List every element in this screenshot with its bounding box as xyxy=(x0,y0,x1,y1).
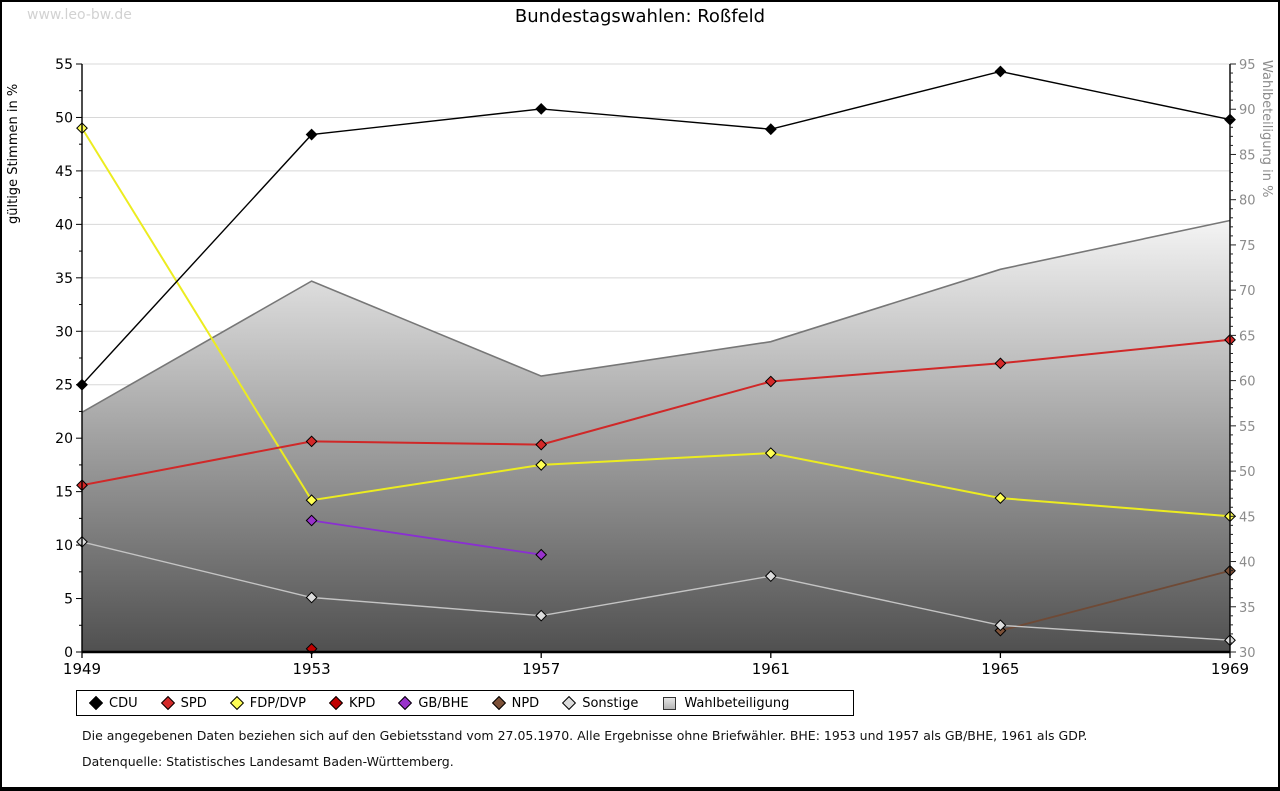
legend-diamond-icon xyxy=(160,695,175,711)
left-tick-label: 35 xyxy=(55,271,73,287)
right-tick-label: 60 xyxy=(1239,375,1256,390)
x-tick-label: 1969 xyxy=(1211,660,1249,678)
legend-item-sonstige: Sonstige xyxy=(562,695,639,711)
legend-diamond-icon xyxy=(328,695,344,711)
fdp-dvp-line xyxy=(81,127,1231,518)
legend-label: Wahlbeteiligung xyxy=(684,695,790,711)
sonstige-line xyxy=(81,541,1231,641)
right-tick-label: 35 xyxy=(1239,601,1256,616)
legend-diamond-icon xyxy=(398,695,413,711)
x-tick-label: 1961 xyxy=(752,660,790,678)
right-tick-label: 95 xyxy=(1239,58,1256,73)
spd-marker xyxy=(994,357,1007,370)
fdp-dvp-marker xyxy=(305,494,318,507)
right-tick-label: 75 xyxy=(1239,239,1256,254)
right-tick-label: 70 xyxy=(1239,284,1256,299)
legend-label: KPD xyxy=(348,695,376,711)
left-tick-label: 20 xyxy=(55,431,73,447)
legend-item-kpd: KPD xyxy=(328,695,376,711)
gb-bhe-marker xyxy=(535,548,548,561)
sonstige-marker xyxy=(305,591,318,604)
legend-diamond-icon xyxy=(88,695,104,711)
footnote-source: Datenquelle: Statistisches Landesamt Bad… xyxy=(82,754,454,769)
turnout-area-edge xyxy=(81,219,1231,413)
spd-marker xyxy=(764,375,777,388)
legend: CDU SPD FDP/DVP KPD GB/BHE NPD Sonstige Wahlbet… xyxy=(76,690,854,716)
legend-item-spd: SPD xyxy=(160,695,207,711)
legend-item-fdp-dvp: FDP/DVP xyxy=(229,695,306,711)
left-tick-label: 50 xyxy=(55,110,73,126)
page-title: Bundestagswahlen: Roßfeld xyxy=(514,6,766,27)
left-tick-label: 40 xyxy=(55,217,73,233)
npd-line xyxy=(1000,569,1231,632)
x-tick-label: 1953 xyxy=(293,660,331,678)
right-tick-label: 85 xyxy=(1239,148,1256,163)
spd-line xyxy=(81,338,1231,487)
fdp-dvp-marker xyxy=(535,459,548,471)
legend-label: NPD xyxy=(511,695,540,711)
left-tick-label: 25 xyxy=(55,378,73,394)
election-chart: 0 5 10 15 20 25 30 35 40 45 50 55 30 35 40 45 50 55 60 65 70… xyxy=(55,57,1256,678)
footnote-geography: Die angegebenen Daten beziehen sich auf … xyxy=(82,728,1088,743)
x-tick-label: 1957 xyxy=(522,660,560,678)
legend-item-npd: NPD xyxy=(491,695,540,711)
legend-label: Sonstige xyxy=(582,695,639,711)
legend-label: CDU xyxy=(109,695,138,711)
left-axis-title: gültige Stimmen in % xyxy=(6,83,21,224)
fdp-dvp-marker xyxy=(764,447,777,460)
legend-label: GB/BHE xyxy=(418,695,469,711)
legend-label: SPD xyxy=(180,695,207,711)
legend-item-cdu: CDU xyxy=(88,695,138,711)
right-tick-label: 30 xyxy=(1239,646,1256,661)
sonstige-marker xyxy=(535,609,548,622)
left-tick-label: 55 xyxy=(55,57,73,73)
cdu-marker xyxy=(764,123,777,136)
legend-item-gb-bhe: GB/BHE xyxy=(398,695,469,711)
turnout-area xyxy=(82,220,1230,652)
right-tick-label: 50 xyxy=(1239,465,1256,480)
gb-bhe-line xyxy=(311,519,542,556)
fdp-dvp-marker xyxy=(994,492,1007,504)
sonstige-marker xyxy=(764,570,777,583)
right-tick-label: 80 xyxy=(1239,194,1256,209)
legend-diamond-icon xyxy=(562,695,577,711)
cdu-line xyxy=(81,70,1231,386)
left-tick-label: 10 xyxy=(55,538,73,554)
cdu-marker xyxy=(535,102,548,115)
left-tick-label: 0 xyxy=(64,645,73,661)
cdu-marker xyxy=(994,65,1007,78)
right-tick-label: 65 xyxy=(1239,329,1256,344)
right-axis-title: Wahlbeteiligung in % xyxy=(1259,60,1274,198)
right-tick-label: 40 xyxy=(1239,556,1256,571)
right-tick-label: 55 xyxy=(1239,420,1256,435)
legend-diamond-icon xyxy=(491,695,506,711)
spd-marker xyxy=(535,438,548,451)
right-tick-label: 45 xyxy=(1239,510,1256,525)
left-tick-label: 5 xyxy=(64,592,73,608)
left-tick-label: 45 xyxy=(55,164,73,180)
legend-label: FDP/DVP xyxy=(249,695,306,711)
left-tick-label: 30 xyxy=(55,324,73,340)
legend-item-wahlbeteiligung: Wahlbeteiligung xyxy=(663,696,789,711)
x-tick-label: 1949 xyxy=(63,660,101,678)
sonstige-marker xyxy=(994,619,1007,632)
legend-square-icon xyxy=(663,696,677,710)
legend-diamond-icon xyxy=(229,695,244,711)
x-tick-label: 1965 xyxy=(981,660,1019,678)
watermark: www.leo-bw.de xyxy=(27,7,132,23)
cdu-marker xyxy=(305,128,318,141)
gb-bhe-marker xyxy=(305,514,318,527)
right-tick-label: 90 xyxy=(1239,103,1256,118)
left-tick-label: 15 xyxy=(55,485,73,501)
spd-marker xyxy=(305,435,318,448)
